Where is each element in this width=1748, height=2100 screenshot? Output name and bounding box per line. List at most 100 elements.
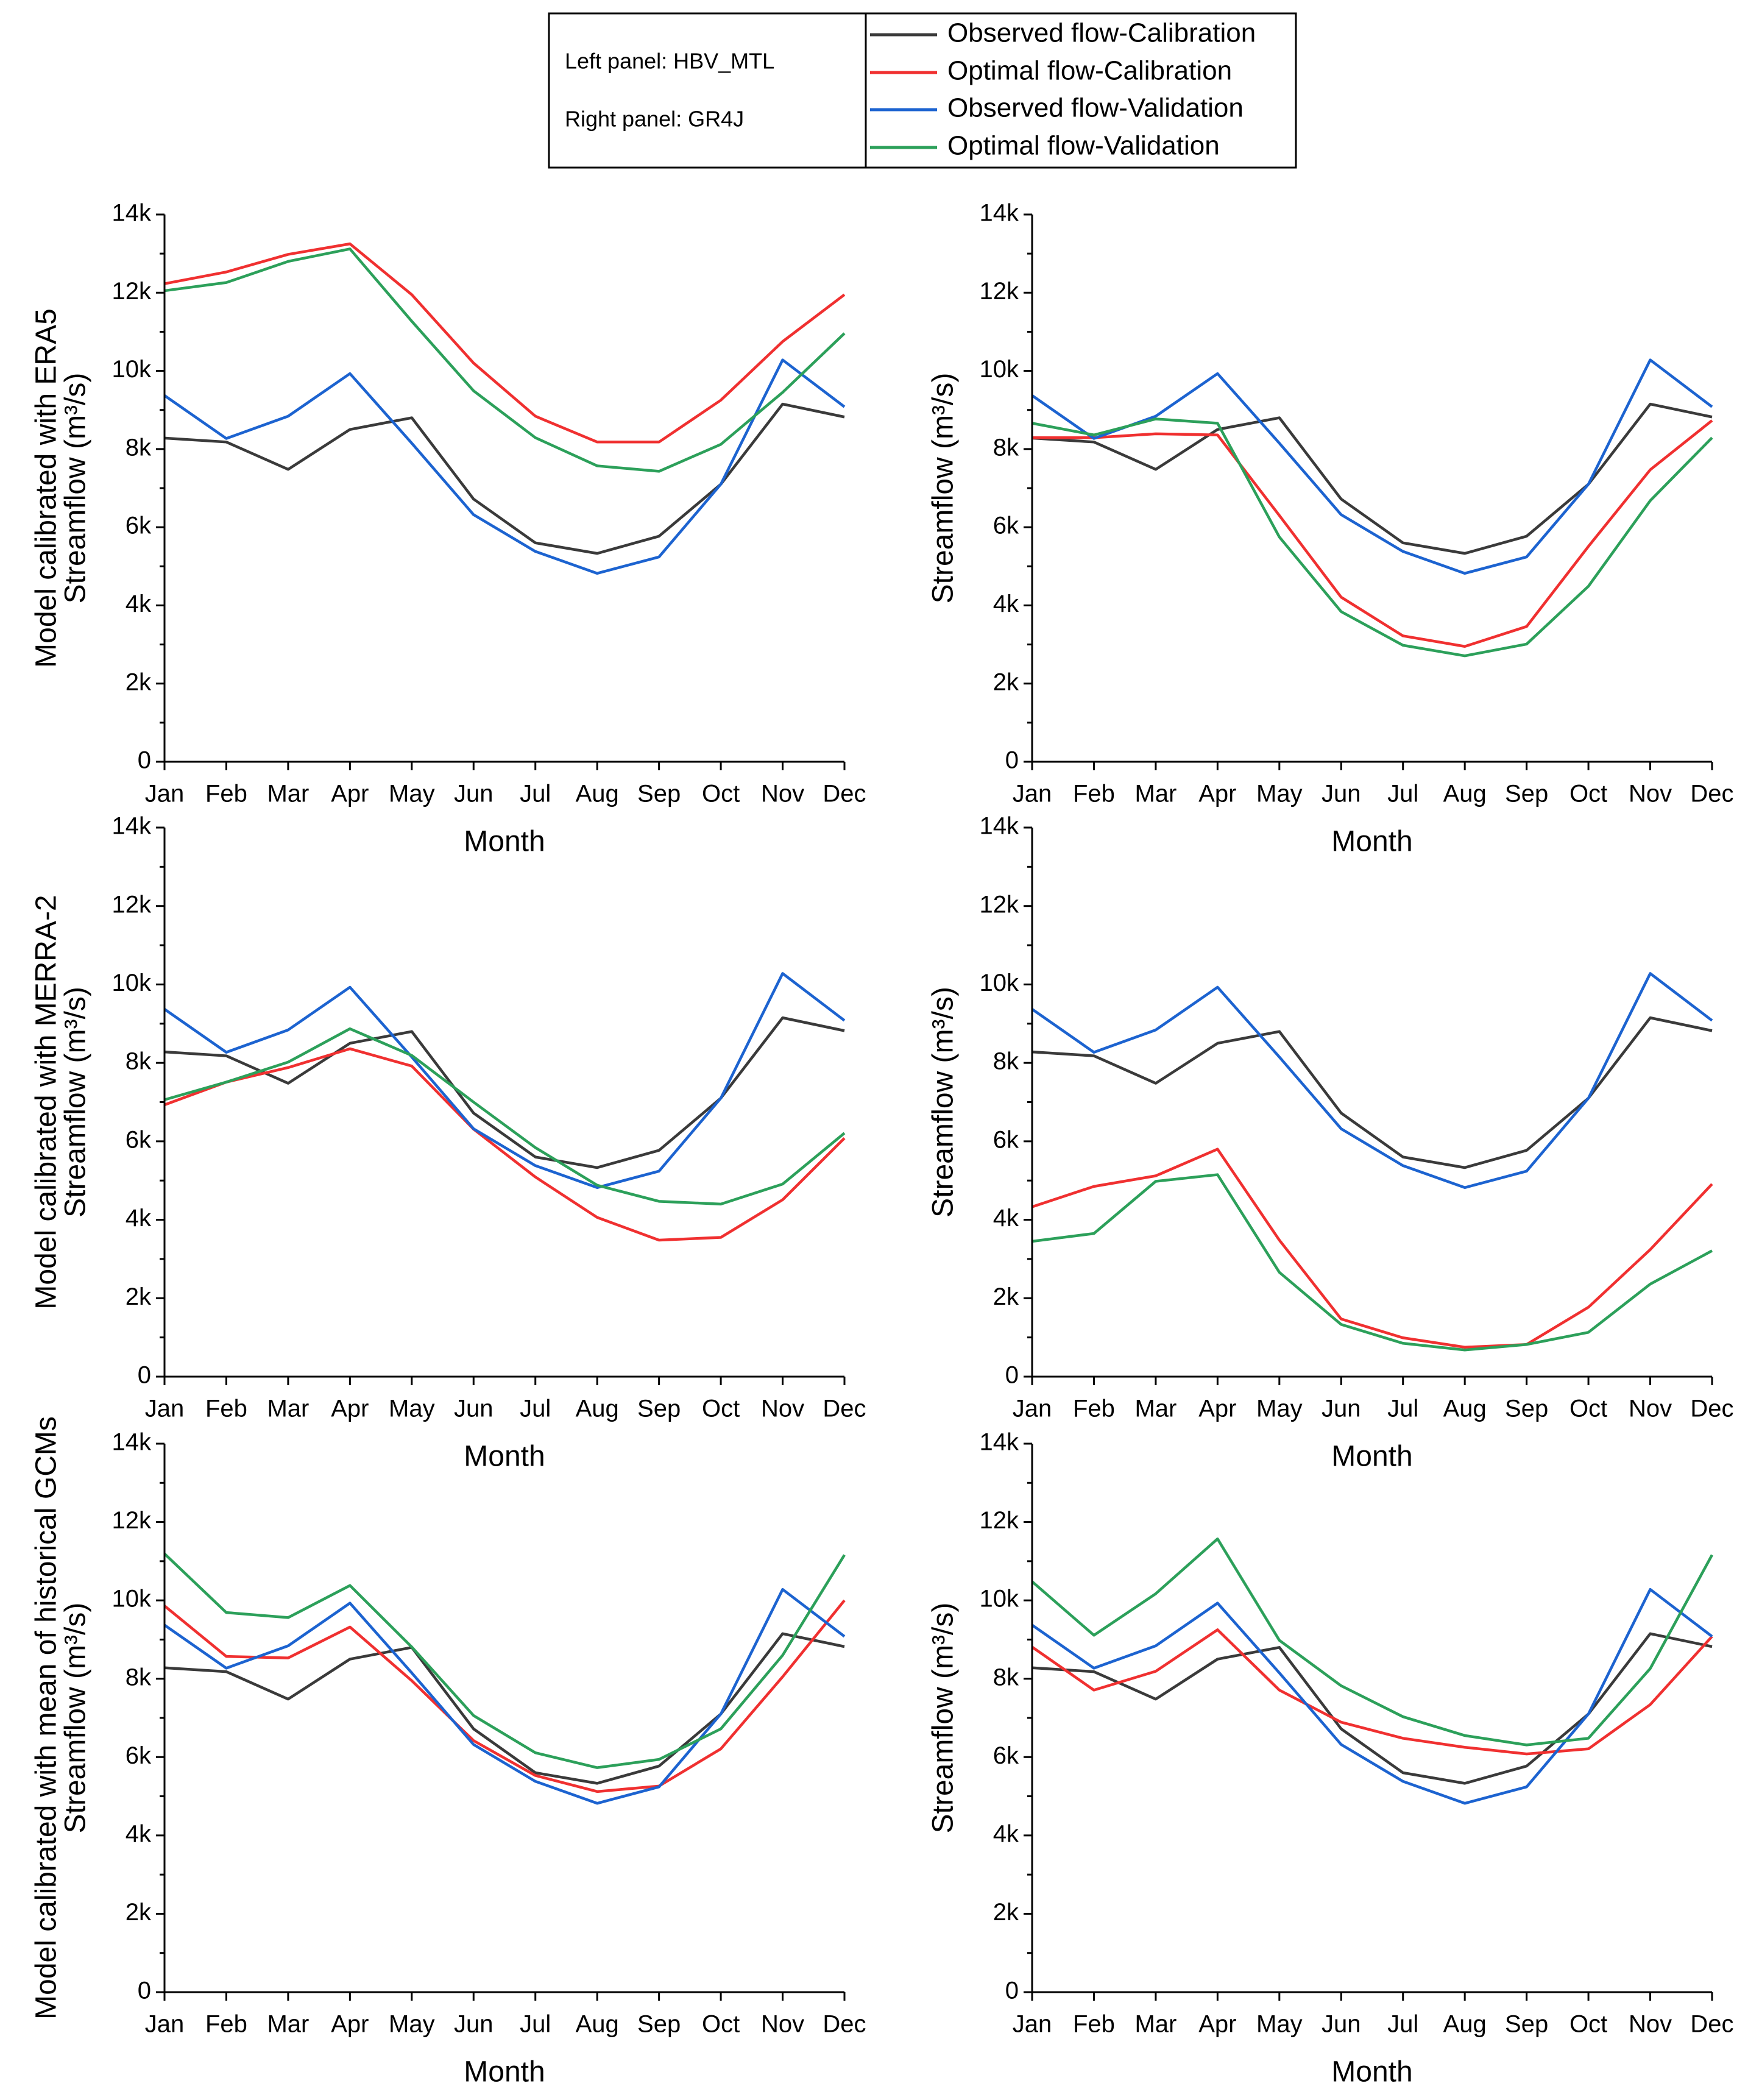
x-tick-label: Jun <box>454 781 494 807</box>
x-tick-label: Jul <box>520 2011 551 2038</box>
y-tick-label: 4k <box>126 591 152 617</box>
x-tick-label: Sep <box>637 781 681 807</box>
x-tick-label: Jun <box>1322 2011 1361 2038</box>
y-tick-label: 6k <box>126 1126 152 1153</box>
series-line <box>1031 1148 1713 1349</box>
x-tick-label: Nov <box>1629 781 1672 807</box>
x-tick-label: Aug <box>576 781 619 807</box>
y-tick-label: 6k <box>126 1742 152 1769</box>
y-tick-label: 2k <box>126 1899 152 1926</box>
y-tick-label: 12k <box>112 278 152 305</box>
y-tick-label: 8k <box>126 1048 152 1075</box>
x-tick-label: Jul <box>1387 2011 1418 2038</box>
x-tick-label: Jun <box>454 2011 494 2038</box>
x-tick-label: Apr <box>1198 2011 1236 2038</box>
y-tick-label: 0 <box>1005 747 1019 774</box>
x-tick-label: Dec <box>823 1396 866 1422</box>
x-tick-label: Jan <box>145 2011 185 2038</box>
x-tick-label: Aug <box>1443 2011 1487 2038</box>
y-tick-label: 4k <box>126 1820 152 1847</box>
x-tick-label: Aug <box>576 1396 619 1422</box>
x-tick-label: Jul <box>520 1396 551 1422</box>
y-tick-label: 2k <box>993 1283 1019 1310</box>
y-axis-label: Streamflow (m³/s) <box>60 987 92 1218</box>
x-tick-label: Sep <box>1505 781 1548 807</box>
x-tick-label: Feb <box>1073 1396 1115 1422</box>
series-line <box>164 242 846 444</box>
x-tick-label: Apr <box>331 1396 369 1422</box>
series-line <box>1031 1628 1713 1756</box>
x-axis-label: Month <box>1331 1441 1412 1473</box>
series-line <box>1032 419 1713 648</box>
legend-note: Right panel: GR4J <box>565 107 744 132</box>
x-tick-label: Oct <box>702 2011 740 2038</box>
y-tick-label: 10k <box>112 356 152 383</box>
x-tick-label: Jan <box>145 1396 185 1422</box>
x-axis-label: Month <box>1331 826 1412 858</box>
series-line <box>1031 1632 1713 1785</box>
x-tick-label: Feb <box>1073 781 1115 807</box>
x-tick-label: Jan <box>1013 1396 1052 1422</box>
y-tick-label: 12k <box>980 1507 1019 1534</box>
x-tick-label: Jul <box>520 781 551 807</box>
row-label: Model calibrated with ERA5 <box>30 308 63 668</box>
series-line <box>163 1553 846 1769</box>
series-line <box>164 247 846 473</box>
y-tick-label: 10k <box>980 356 1019 383</box>
y-tick-label: 12k <box>980 891 1019 918</box>
y-tick-label: 10k <box>980 1586 1019 1612</box>
series-line <box>1031 1587 1713 1805</box>
x-tick-label: Mar <box>1134 2011 1177 2038</box>
x-tick-label: Sep <box>1505 2011 1548 2038</box>
y-tick-label: 0 <box>138 747 151 774</box>
x-tick-label: Feb <box>205 1396 247 1422</box>
x-tick-label: Oct <box>1569 781 1607 807</box>
x-tick-label: May <box>389 1396 435 1422</box>
y-tick-label: 14k <box>980 1429 1019 1456</box>
x-tick-label: May <box>1256 1396 1303 1422</box>
x-tick-label: Feb <box>1073 2011 1115 2038</box>
x-tick-label: May <box>1256 2011 1303 2038</box>
series-line <box>164 1047 846 1242</box>
x-tick-label: Jan <box>145 781 185 807</box>
x-tick-label: Sep <box>637 1396 681 1422</box>
x-tick-label: Dec <box>1690 1396 1733 1422</box>
y-tick-label: 8k <box>993 434 1019 461</box>
x-axis-label: Month <box>464 2056 545 2088</box>
x-tick-label: Mar <box>267 2011 309 2038</box>
y-axis-label: Streamflow (m³/s) <box>927 373 960 604</box>
x-tick-label: Nov <box>761 781 804 807</box>
y-tick-label: 12k <box>112 1507 152 1534</box>
y-tick-label: 14k <box>980 200 1019 227</box>
y-tick-label: 2k <box>126 1283 152 1310</box>
series-line <box>1031 402 1713 555</box>
y-tick-label: 10k <box>112 970 152 996</box>
x-tick-label: Feb <box>205 2011 247 2038</box>
legend-label: Observed flow-Calibration <box>947 18 1256 48</box>
y-tick-label: 6k <box>993 1126 1019 1153</box>
x-axis-label: Month <box>464 826 545 858</box>
x-tick-label: Feb <box>205 781 247 807</box>
y-tick-label: 2k <box>993 1899 1019 1926</box>
y-tick-label: 12k <box>112 891 152 918</box>
y-tick-label: 8k <box>126 1664 152 1690</box>
x-tick-label: Nov <box>1629 1396 1672 1422</box>
row-label: Model calibrated with mean of historical… <box>30 1416 63 2020</box>
legend-box <box>548 12 1297 169</box>
x-tick-label: Nov <box>1629 2011 1672 2038</box>
y-axis-label: Streamflow (m³/s) <box>60 1603 92 1834</box>
x-tick-label: Jun <box>1322 1396 1361 1422</box>
x-tick-label: Jul <box>1387 1396 1418 1422</box>
row-label: Model calibrated with MERRA-2 <box>30 895 63 1309</box>
legend-label: Observed flow-Validation <box>947 93 1244 123</box>
series-line <box>1031 1016 1713 1169</box>
y-tick-label: 4k <box>126 1205 152 1232</box>
series-line <box>1031 1173 1713 1352</box>
series-line <box>163 358 846 575</box>
y-axis-label: Streamflow (m³/s) <box>927 987 960 1218</box>
x-tick-label: Mar <box>267 781 309 807</box>
x-tick-label: Dec <box>823 2011 866 2038</box>
y-tick-label: 0 <box>138 1978 151 2004</box>
y-tick-label: 8k <box>993 1048 1019 1075</box>
series-line <box>163 1599 846 1793</box>
